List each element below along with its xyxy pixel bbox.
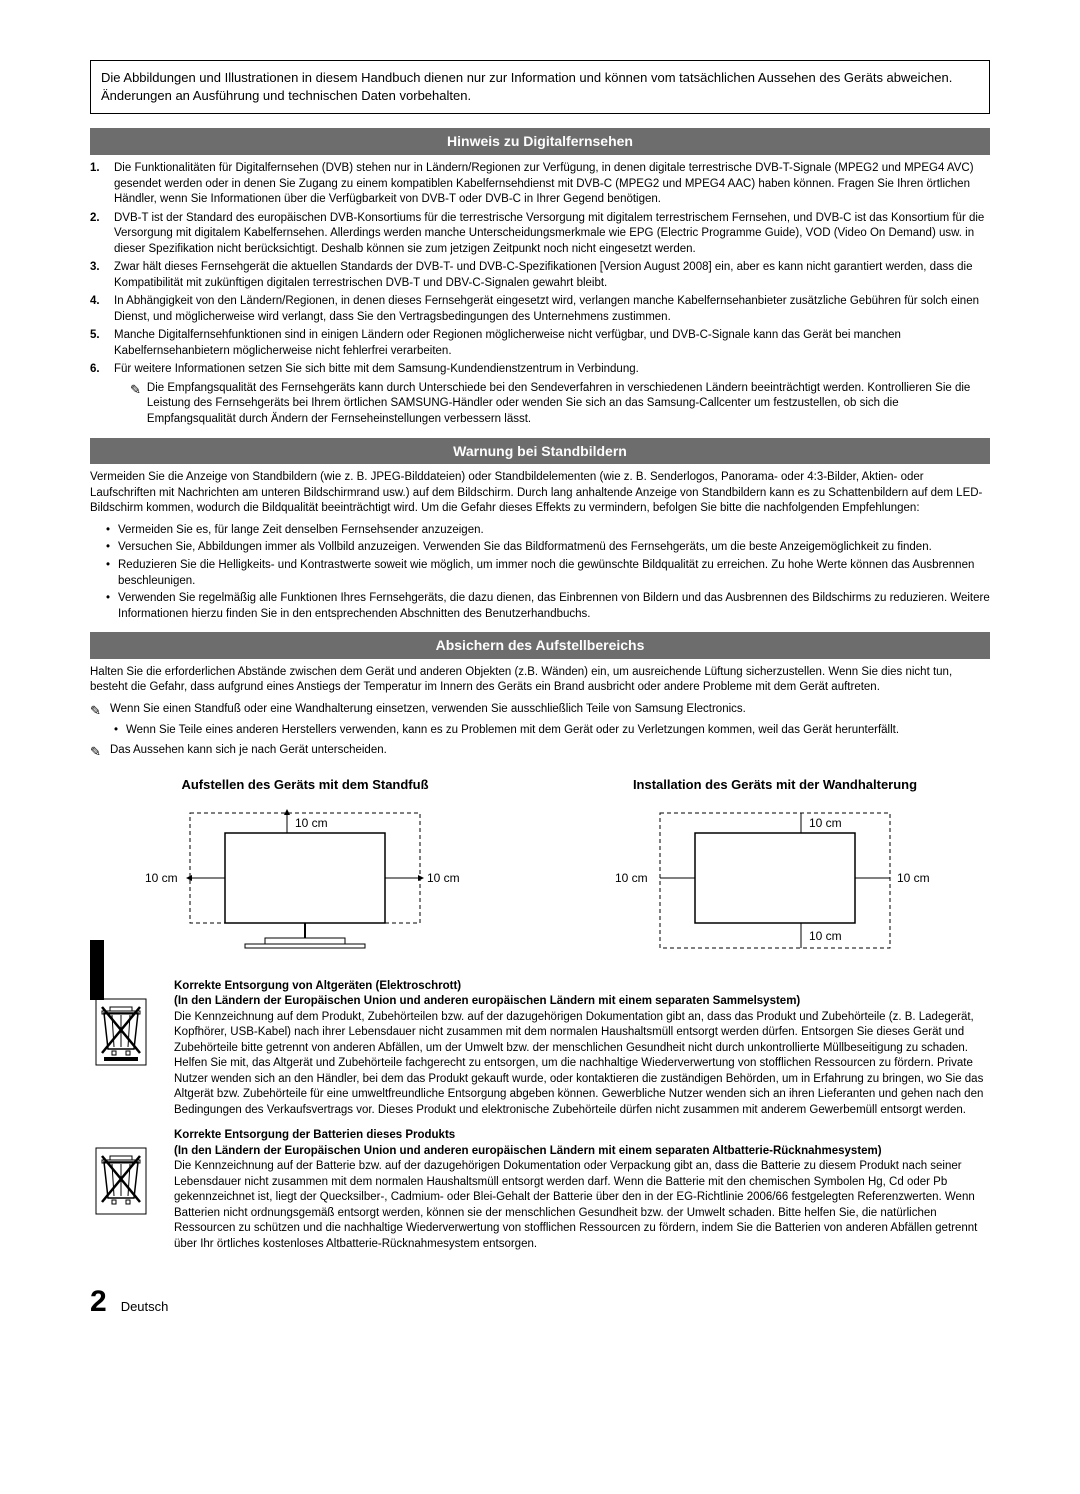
- note-icon: [130, 381, 147, 428]
- diagram-title-2: Installation des Geräts mit der Wandhalt…: [560, 776, 990, 794]
- sub-note-text: Die Empfangsqualität des Fernsehgeräts k…: [147, 381, 990, 428]
- item-3: Zwar hält dieses Fernsehgerät die aktuel…: [114, 260, 990, 291]
- wall-diagram-svg: 10 cm 10 cm 10 cm 10 cm: [560, 803, 990, 963]
- bullet-1: Vermeiden Sie es, für lange Zeit denselb…: [106, 523, 990, 539]
- note-text-1: Wenn Sie einen Standfuß oder eine Wandha…: [110, 702, 990, 721]
- num-2: 2.: [90, 211, 114, 258]
- disp1-body: Die Kennzeichnung auf dem Produkt, Zubeh…: [174, 1010, 990, 1119]
- num-5: 5.: [90, 328, 114, 359]
- page-lang: Deutsch: [121, 1298, 169, 1316]
- stand-diagram-svg: 10 cm 10 cm 10 cm: [90, 803, 520, 963]
- num-6: 6.: [90, 362, 114, 378]
- sub-note: Die Empfangsqualität des Fernsehgeräts k…: [90, 381, 990, 428]
- note-icon-3: [90, 743, 110, 762]
- num-3: 3.: [90, 260, 114, 291]
- disp2-title: Korrekte Entsorgung der Batterien dieses…: [174, 1128, 990, 1144]
- numbered-list: 1.Die Funktionalitäten für Digitalfernse…: [90, 161, 990, 378]
- d2-right: 10 cm: [897, 871, 930, 885]
- sec2-intro: Vermeiden Sie die Anzeige von Standbilde…: [90, 470, 990, 517]
- note-icon-2: [90, 702, 110, 721]
- disposal-1: Korrekte Entsorgung von Altgeräten (Elek…: [90, 979, 990, 1119]
- side-tab: [90, 940, 104, 1000]
- num-1: 1.: [90, 161, 114, 208]
- battery-icon: [90, 1128, 160, 1252]
- d2-left: 10 cm: [615, 871, 648, 885]
- num-4: 4.: [90, 294, 114, 325]
- d2-top: 10 cm: [809, 816, 842, 830]
- note-line-1: Wenn Sie einen Standfuß oder eine Wandha…: [90, 702, 990, 721]
- disposal-2: Korrekte Entsorgung der Batterien dieses…: [90, 1128, 990, 1252]
- intro-text: Die Abbildungen und Illustrationen in di…: [101, 70, 952, 103]
- intro-box: Die Abbildungen und Illustrationen in di…: [90, 60, 990, 114]
- section-header-3: Absichern des Aufstellbereichs: [90, 632, 990, 659]
- d1-right: 10 cm: [427, 871, 460, 885]
- disp1-title: Korrekte Entsorgung von Altgeräten (Elek…: [174, 979, 990, 995]
- d1-top: 10 cm: [295, 816, 328, 830]
- item-6: Für weitere Informationen setzen Sie sic…: [114, 362, 990, 378]
- page-number: 2: [90, 1282, 107, 1323]
- section-header-2: Warnung bei Standbildern: [90, 438, 990, 465]
- item-1: Die Funktionalitäten für Digitalfernsehe…: [114, 161, 990, 208]
- section-header-1: Hinweis zu Digitalfernsehen: [90, 128, 990, 155]
- item-5: Manche Digitalfernsehfunktionen sind in …: [114, 328, 990, 359]
- note-text-2: Das Aussehen kann sich je nach Gerät unt…: [110, 743, 990, 762]
- diagrams-row: Aufstellen des Geräts mit dem Standfuß 1…: [90, 776, 990, 969]
- disp1-sub: (In den Ländern der Europäischen Union u…: [174, 994, 990, 1010]
- bullet-2: Versuchen Sie, Abbildungen immer als Vol…: [106, 540, 990, 556]
- sec2-bullets: Vermeiden Sie es, für lange Zeit denselb…: [90, 523, 990, 622]
- diagram-title-1: Aufstellen des Geräts mit dem Standfuß: [90, 776, 520, 794]
- note-line-2: Das Aussehen kann sich je nach Gerät unt…: [90, 743, 990, 762]
- diagram-wall: Installation des Geräts mit der Wandhalt…: [560, 776, 990, 969]
- item-2: DVB-T ist der Standard des europäischen …: [114, 211, 990, 258]
- bullet-4: Verwenden Sie regelmäßig alle Funktionen…: [106, 591, 990, 622]
- diagram-stand: Aufstellen des Geräts mit dem Standfuß 1…: [90, 776, 520, 969]
- footer: 2 Deutsch: [90, 1282, 990, 1323]
- item-4: In Abhängigkeit von den Ländern/Regionen…: [114, 294, 990, 325]
- d1-left: 10 cm: [145, 871, 178, 885]
- sub-bullet: Wenn Sie Teile eines anderen Herstellers…: [90, 723, 990, 739]
- d2-bottom: 10 cm: [809, 929, 842, 943]
- sec3-intro: Halten Sie die erforderlichen Abstände z…: [90, 665, 990, 696]
- disp2-sub: (In den Ländern der Europäischen Union u…: [174, 1144, 990, 1160]
- disp2-body: Die Kennzeichnung auf der Batterie bzw. …: [174, 1159, 990, 1252]
- bullet-3: Reduzieren Sie die Helligkeits- und Kont…: [106, 558, 990, 589]
